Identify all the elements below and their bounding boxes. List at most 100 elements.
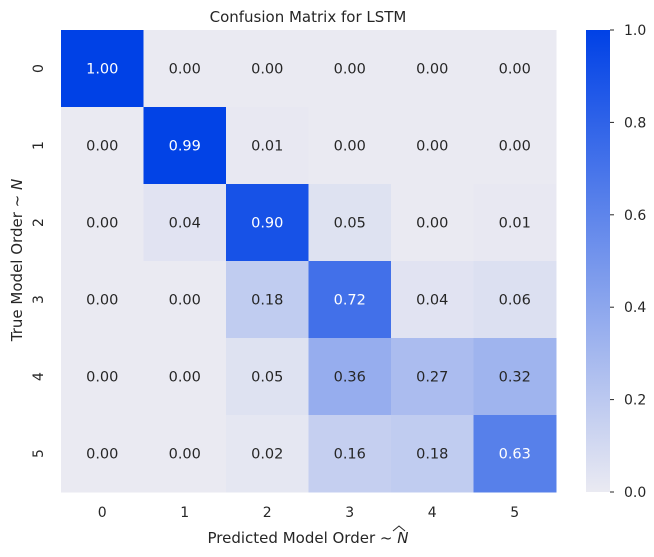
heatmap-cell: [391, 184, 474, 262]
x-axis-label-symbol: N: [397, 529, 408, 547]
cell-value-label: 0.00: [169, 62, 201, 78]
cell-value-label: 0.00: [86, 293, 118, 309]
cell-value-label: 0.00: [334, 139, 366, 155]
y-axis-label-text: True Model Order ~: [8, 190, 26, 342]
cell-value-label: 0.72: [334, 293, 366, 309]
heatmap-cell: [473, 415, 557, 493]
x-tick-label: 2: [263, 505, 272, 521]
cell-value-label: 0.00: [416, 62, 448, 78]
x-axis-label-hat: [392, 525, 406, 532]
cell-value-label: 0.63: [499, 447, 531, 463]
cell-value-label: 0.27: [416, 370, 448, 386]
cell-value-label: 0.18: [251, 293, 283, 309]
heatmap-cell: [308, 107, 392, 185]
heatmap-cell: [308, 261, 392, 339]
heatmap-cell: [473, 261, 557, 339]
x-tick-label: 3: [345, 505, 354, 521]
cell-value-label: 0.00: [86, 216, 118, 232]
cell-value-label: 0.18: [416, 447, 448, 463]
heatmap-cell: [391, 415, 474, 493]
cell-value-label: 0.16: [334, 447, 366, 463]
x-tick-label: 0: [98, 505, 107, 521]
heatmap-cell: [473, 107, 557, 185]
heatmap-cell: [391, 30, 474, 108]
x-axis-label: Predicted Model Order ~ N: [208, 529, 409, 547]
heatmap-cells: 1.00 0.00 0.00 0.00 0.00 0.00 0.00 0.99 0.01 0.00…: [61, 30, 557, 493]
cell-value-label: 0.00: [416, 139, 448, 155]
cell-value-label: 0.01: [499, 216, 531, 232]
x-tick-labels: 0 1 2 3 4 5: [98, 505, 519, 521]
cell-value-label: 0.05: [334, 216, 366, 232]
heatmap-cell: [391, 107, 474, 185]
heatmap-cell: [61, 415, 144, 493]
cell-value-label: 0.05: [251, 370, 283, 386]
heatmap-cell: [143, 184, 227, 262]
colorbar: [586, 30, 610, 492]
cell-value-label: 0.04: [416, 293, 448, 309]
heatmap-cell: [308, 30, 392, 108]
y-tick-label: 1: [31, 141, 47, 150]
cell-value-label: 0.00: [86, 370, 118, 386]
cell-value-label: 0.00: [251, 62, 283, 78]
x-tick-label: 1: [180, 505, 189, 521]
colorbar-tick-label: 0.8: [624, 115, 646, 131]
x-tick-label: 4: [428, 505, 437, 521]
y-tick-label: 2: [31, 218, 47, 227]
colorbar-tick-label: 1.0: [624, 23, 646, 39]
heatmap-cell: [473, 184, 557, 262]
heatmap-cell: [143, 30, 227, 108]
cell-value-label: 0.00: [334, 62, 366, 78]
cell-value-label: 0.99: [169, 139, 201, 155]
colorbar-ticks: 0.0 0.2 0.4 0.6 0.8 1.0: [610, 23, 646, 501]
cell-value-label: 0.00: [169, 370, 201, 386]
cell-value-label: 0.00: [169, 447, 201, 463]
cell-value-label: 0.00: [499, 62, 531, 78]
y-axis-label-symbol: N: [8, 179, 26, 190]
y-tick-label: 3: [31, 295, 47, 304]
heatmap-cell: [61, 261, 144, 339]
heatmap-cell: [308, 184, 392, 262]
heatmap-cell: [226, 107, 309, 185]
heatmap-cell: [61, 184, 144, 262]
heatmap-cell: [391, 261, 474, 339]
y-tick-label: 0: [31, 64, 47, 73]
heatmap-cell: [143, 338, 227, 416]
heatmap-cell: [143, 261, 227, 339]
y-axis-label: True Model Order ~ N: [8, 179, 26, 342]
heatmap-cell: [226, 184, 309, 262]
cell-value-label: 0.32: [499, 370, 531, 386]
heatmap-cell: [226, 30, 309, 108]
x-axis-label-text: Predicted Model Order ~: [208, 529, 398, 547]
heatmap-cell: [226, 261, 309, 339]
y-tick-label: 5: [31, 449, 47, 458]
cell-value-label: 0.00: [86, 139, 118, 155]
cell-value-label: 0.00: [416, 216, 448, 232]
cell-value-label: 0.90: [251, 216, 283, 232]
x-tick-label: 5: [510, 505, 519, 521]
heatmap-cell: [473, 30, 557, 108]
colorbar-tick-label: 0.6: [624, 208, 646, 224]
cell-value-label: 0.00: [86, 447, 118, 463]
cell-value-label: 0.02: [251, 447, 283, 463]
y-tick-label: 4: [31, 372, 47, 381]
cell-value-label: 0.06: [499, 293, 531, 309]
colorbar-tick-label: 0.2: [624, 393, 646, 409]
chart-title: Confusion Matrix for LSTM: [210, 8, 407, 26]
cell-value-label: 0.01: [251, 139, 283, 155]
cell-value-label: 0.00: [169, 293, 201, 309]
heatmap-cell: [391, 338, 474, 416]
cell-value-label: 0.04: [169, 216, 201, 232]
cell-value-label: 0.00: [499, 139, 531, 155]
heatmap-cell: [143, 415, 227, 493]
colorbar-tick-label: 0.4: [624, 300, 646, 316]
heatmap-cell: [61, 30, 144, 108]
heatmap-cell: [308, 338, 392, 416]
heatmap-cell: [226, 415, 309, 493]
heatmap-cell: [473, 338, 557, 416]
colorbar-tick-label: 0.0: [624, 485, 646, 501]
heatmap-cell: [143, 107, 227, 185]
cell-value-label: 0.36: [334, 370, 366, 386]
y-tick-labels: 0 1 2 3 4 5: [31, 64, 47, 458]
heatmap-cell: [226, 338, 309, 416]
